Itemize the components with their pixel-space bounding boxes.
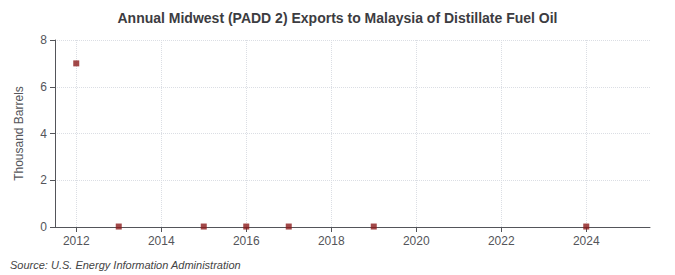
svg-text:6: 6 — [40, 80, 47, 94]
svg-text:0: 0 — [40, 220, 47, 234]
svg-text:4: 4 — [40, 127, 47, 141]
svg-text:2024: 2024 — [573, 234, 600, 248]
svg-text:2020: 2020 — [403, 234, 430, 248]
svg-text:Thousand Barrels: Thousand Barrels — [12, 86, 26, 181]
svg-text:2012: 2012 — [63, 234, 90, 248]
svg-text:2022: 2022 — [488, 234, 515, 248]
svg-text:2: 2 — [40, 173, 47, 187]
svg-text:2016: 2016 — [233, 234, 260, 248]
svg-text:2014: 2014 — [148, 234, 175, 248]
svg-text:2018: 2018 — [318, 234, 345, 248]
svg-text:Annual Midwest (PADD 2) Export: Annual Midwest (PADD 2) Exports to Malay… — [117, 10, 557, 26]
svg-text:8: 8 — [40, 33, 47, 47]
svg-text:Source: U.S. Energy Informatio: Source: U.S. Energy Information Administ… — [10, 259, 241, 271]
